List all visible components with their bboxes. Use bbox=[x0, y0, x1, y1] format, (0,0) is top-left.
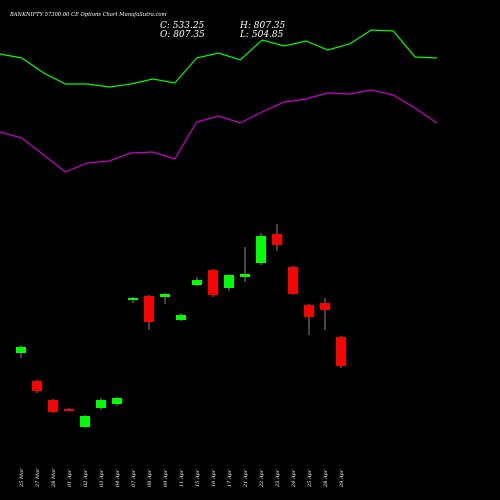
candle-body bbox=[256, 236, 266, 263]
candle-2 bbox=[48, 399, 58, 413]
chart-title: BANKNIFTY 57300.00 CE Options Chart Muna… bbox=[9, 12, 167, 18]
candle-16 bbox=[272, 224, 282, 251]
candle-19 bbox=[320, 298, 330, 330]
candle-6 bbox=[112, 397, 122, 406]
candle-body bbox=[224, 275, 234, 288]
series-line-0 bbox=[0, 29, 438, 88]
candle-body bbox=[32, 381, 42, 391]
x-tick-label: 03 Apr bbox=[99, 469, 105, 487]
x-tick-label: 01 Apr bbox=[67, 469, 73, 487]
candle-8 bbox=[144, 295, 154, 330]
x-tick-label: 04 Apr bbox=[115, 469, 121, 487]
candle-20 bbox=[336, 336, 346, 368]
x-tick-label: 16 Apr bbox=[211, 469, 217, 487]
candle-body bbox=[272, 234, 282, 245]
candle-14 bbox=[240, 247, 250, 282]
candle-body bbox=[96, 400, 106, 408]
open-readout: O: 807.35 bbox=[160, 30, 205, 40]
candle-18 bbox=[304, 304, 314, 335]
x-tick-label: 28 Apr bbox=[323, 469, 329, 488]
low-readout: L: 504.85 bbox=[239, 30, 284, 40]
candle-7 bbox=[128, 297, 138, 303]
candle-0 bbox=[16, 345, 26, 358]
candle-3 bbox=[64, 408, 74, 411]
candle-5 bbox=[96, 398, 106, 410]
candle-body bbox=[128, 298, 138, 300]
x-tick-label: 23 Apr bbox=[275, 469, 281, 488]
candle-body bbox=[80, 416, 90, 427]
x-tick-label: 28 Mar bbox=[51, 468, 57, 488]
candle-1 bbox=[32, 380, 42, 393]
candle-body bbox=[192, 280, 202, 285]
candle-body bbox=[240, 274, 250, 277]
x-tick-label: 15 Apr bbox=[195, 469, 201, 487]
candles bbox=[16, 224, 346, 428]
candle-body bbox=[144, 296, 154, 322]
x-axis-ticks: 25 Mar 27 Mar 28 Mar 01 Apr 02 Apr 03 Apr 04 A… bbox=[19, 468, 345, 488]
x-tick-label: 07 Apr bbox=[131, 469, 137, 487]
x-tick-label: 08 Apr bbox=[147, 469, 153, 487]
x-tick-label: 29 Apr bbox=[339, 469, 345, 488]
candle-body bbox=[176, 315, 186, 320]
x-tick-label: 24 Apr bbox=[291, 469, 297, 488]
x-tick-label: 25 Mar bbox=[19, 468, 25, 488]
high-readout: H: 807.35 bbox=[239, 21, 286, 31]
x-tick-label: 17 Apr bbox=[227, 469, 233, 487]
candle-body bbox=[16, 347, 26, 353]
candle-12 bbox=[208, 269, 218, 297]
ohlc-readout: C: 533.25 O: 807.35 H: 807.35 L: 504.85 bbox=[160, 21, 286, 40]
candle-9 bbox=[160, 293, 170, 304]
candle-body bbox=[336, 337, 346, 366]
moving-average-lines bbox=[0, 29, 438, 173]
candle-body bbox=[48, 400, 58, 412]
candle-10 bbox=[176, 313, 186, 321]
x-tick-label: 25 Apr bbox=[307, 469, 313, 488]
candle-body bbox=[320, 303, 330, 310]
x-tick-label: 02 Apr bbox=[83, 469, 89, 487]
series-line-1 bbox=[0, 89, 438, 173]
candle-body bbox=[160, 294, 170, 297]
candle-11 bbox=[192, 277, 202, 286]
x-tick-label: 22 Apr bbox=[259, 469, 265, 488]
x-tick-label: 09 Apr bbox=[163, 469, 169, 487]
candle-4 bbox=[80, 415, 90, 428]
candle-body bbox=[112, 398, 122, 404]
x-tick-label: 27 Mar bbox=[35, 468, 41, 488]
candle-15 bbox=[256, 233, 266, 265]
candle-body bbox=[304, 305, 314, 317]
candle-13 bbox=[224, 275, 234, 291]
x-tick-label: 11 Apr bbox=[179, 469, 185, 487]
candle-body bbox=[64, 409, 74, 411]
x-tick-label: 21 Apr bbox=[243, 469, 249, 488]
candle-body bbox=[288, 267, 298, 294]
candle-17 bbox=[288, 266, 298, 295]
close-readout: C: 533.25 bbox=[160, 21, 205, 31]
candle-body bbox=[208, 270, 218, 295]
